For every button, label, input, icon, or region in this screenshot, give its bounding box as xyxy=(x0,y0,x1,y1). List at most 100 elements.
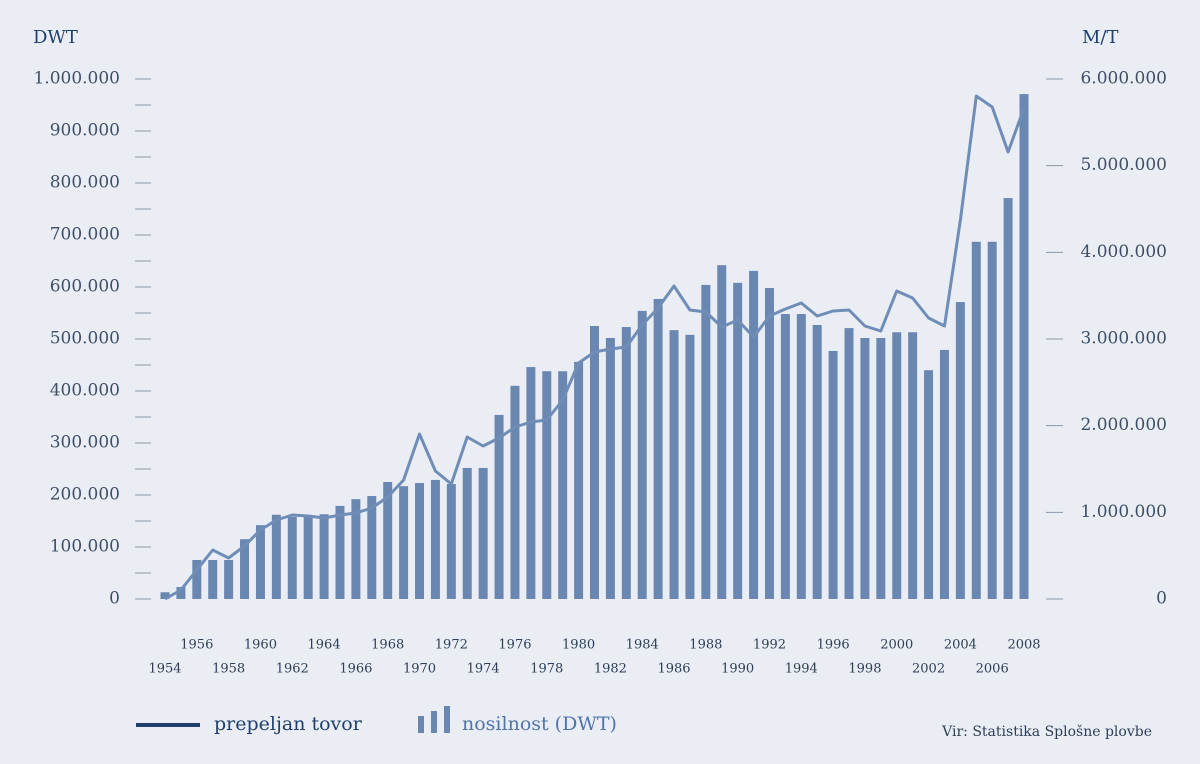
x-tick-label: 1968 xyxy=(371,638,404,653)
bar xyxy=(1019,94,1029,599)
x-tick-label: 2000 xyxy=(880,638,913,653)
bar xyxy=(924,370,934,599)
x-tick-label: 1980 xyxy=(562,638,595,653)
x-tick-label: 1998 xyxy=(848,662,881,677)
y-tick-label: 500.000 xyxy=(50,329,120,349)
bar xyxy=(240,539,250,599)
x-tick-label: 2002 xyxy=(912,662,945,677)
x-tick-label: 1984 xyxy=(626,638,659,653)
x-tick-label: 2006 xyxy=(976,662,1009,677)
x-tick-label: 1970 xyxy=(403,662,436,677)
bar xyxy=(558,371,568,599)
bar xyxy=(955,302,965,599)
bar xyxy=(653,298,663,599)
x-tick-label: 1954 xyxy=(148,662,181,677)
x-tick-label: 1988 xyxy=(689,638,722,653)
bar xyxy=(828,350,838,599)
legend-bar-swatch xyxy=(418,706,450,733)
bar xyxy=(526,367,536,599)
y-tick-label: 400.000 xyxy=(50,381,120,401)
bar xyxy=(1003,198,1013,599)
bar xyxy=(160,592,170,599)
y-tick-label: 0 xyxy=(109,589,120,609)
y-tick-label: 1.000.000 xyxy=(33,69,120,89)
bar xyxy=(908,332,918,599)
line xyxy=(164,94,1026,601)
bar xyxy=(303,516,313,599)
y-tick-label: 900.000 xyxy=(50,121,120,141)
bar xyxy=(860,337,870,599)
y-tick-label: 700.000 xyxy=(50,225,120,245)
bar xyxy=(987,241,997,599)
bar xyxy=(812,324,822,599)
bar xyxy=(287,516,297,599)
bar xyxy=(351,499,361,599)
bar xyxy=(255,525,265,599)
bar xyxy=(415,483,425,599)
source-note: Vir: Statistika Splošne plovbe xyxy=(941,723,1152,740)
x-tick-label: 1990 xyxy=(721,662,754,677)
bar xyxy=(685,334,695,599)
bar xyxy=(494,414,504,599)
y2-tick-label: 1.000.000 xyxy=(1080,502,1167,522)
bar xyxy=(844,328,854,599)
bar xyxy=(446,484,456,599)
x-tick-label: 1992 xyxy=(753,638,786,653)
y2-tick-label: 4.000.000 xyxy=(1080,242,1167,262)
bar xyxy=(383,482,393,599)
x-tick-label: 2008 xyxy=(1007,638,1040,653)
bar xyxy=(701,284,711,599)
y-axis-title: DWT xyxy=(33,27,78,48)
bar xyxy=(621,327,631,599)
legend-label: prepeljan tovor xyxy=(214,713,363,735)
x-tick-label: 1972 xyxy=(435,638,468,653)
bar xyxy=(796,314,806,599)
bar xyxy=(574,361,584,599)
y-tick-label: 600.000 xyxy=(50,277,120,297)
bar xyxy=(176,587,186,599)
bar xyxy=(399,486,409,599)
bar xyxy=(510,385,520,599)
legend-label: nosilnost (DWT) xyxy=(462,713,617,735)
y-tick-label: 800.000 xyxy=(50,173,120,193)
bar xyxy=(780,314,790,599)
x-tick-label: 1974 xyxy=(467,662,500,677)
bar xyxy=(876,337,886,599)
x-tick-label: 1982 xyxy=(594,662,627,677)
y2-tick-label: 6.000.000 xyxy=(1080,69,1167,89)
y2-tick-label: 2.000.000 xyxy=(1080,415,1167,435)
x-tick-label: 1964 xyxy=(308,638,341,653)
bar xyxy=(478,467,488,599)
bar xyxy=(669,330,679,599)
bar xyxy=(335,505,345,599)
x-tick-label: 1994 xyxy=(785,662,818,677)
bar xyxy=(224,560,234,599)
bar xyxy=(637,310,647,599)
bar xyxy=(367,496,377,599)
bar xyxy=(605,337,615,599)
y-tick-label: 200.000 xyxy=(50,485,120,505)
y2-tick-label: 3.000.000 xyxy=(1080,329,1167,349)
bar xyxy=(590,326,599,599)
x-tick-label: 1978 xyxy=(530,662,563,677)
y2-axis-title: M/T xyxy=(1082,27,1119,48)
bar xyxy=(764,288,774,599)
bar xyxy=(971,241,981,599)
x-tick-label: 2004 xyxy=(944,638,977,653)
y2-tick-label: 5.000.000 xyxy=(1080,155,1167,175)
bar xyxy=(192,560,202,599)
x-tick-label: 1958 xyxy=(212,662,245,677)
y-tick-label: 300.000 xyxy=(50,433,120,453)
bar xyxy=(733,282,743,599)
bar xyxy=(271,514,281,599)
bar xyxy=(542,371,552,599)
bar xyxy=(208,560,218,599)
bar xyxy=(749,270,759,599)
bar xyxy=(892,332,902,599)
bar xyxy=(319,514,329,599)
x-tick-label: 1996 xyxy=(817,638,850,653)
x-tick-label: 1960 xyxy=(244,638,277,653)
x-tick-label: 1966 xyxy=(339,662,372,677)
x-tick-label: 1976 xyxy=(498,638,531,653)
